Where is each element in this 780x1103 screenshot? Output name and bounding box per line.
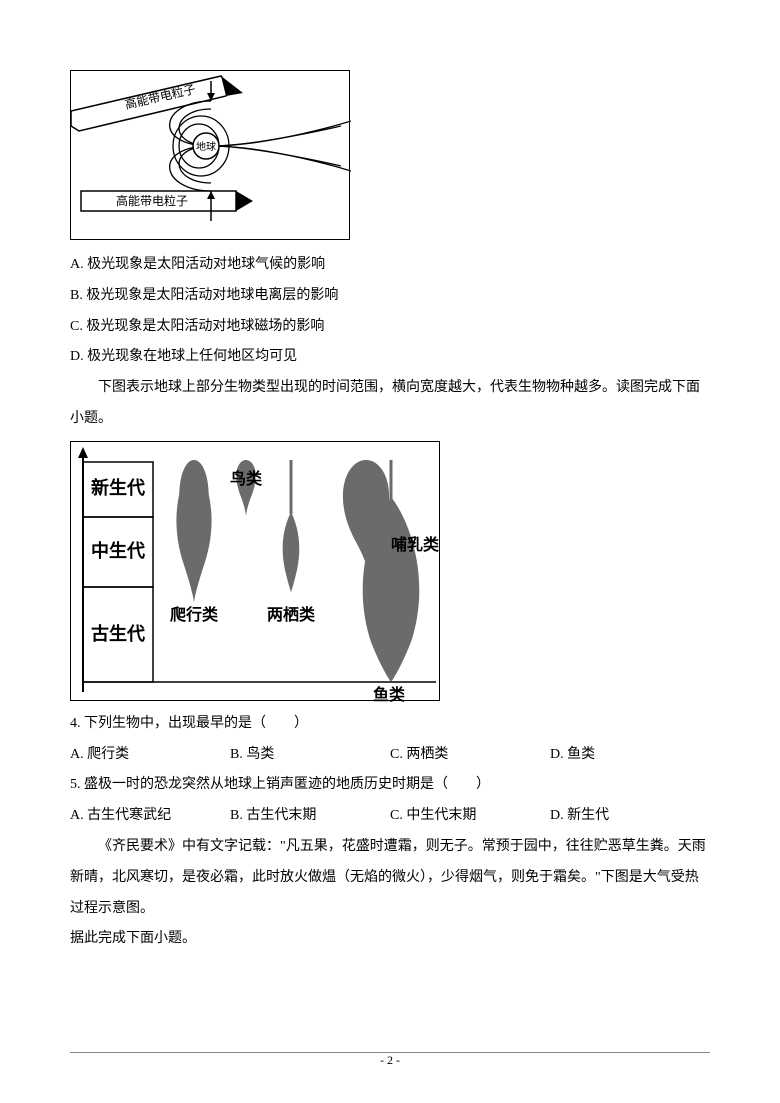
q5-option-d: D. 新生代 xyxy=(550,801,710,832)
q3-option-c: C. 极光现象是太阳活动对地球磁场的影响 xyxy=(70,312,710,343)
figure-biota-timeline: 新生代 中生代 古生代 爬行类 鸟类 两栖类 哺乳类 鱼类 xyxy=(70,441,440,701)
q5-option-b: B. 古生代末期 xyxy=(230,801,390,832)
label-mammal: 哺乳类 xyxy=(391,535,440,554)
era-paleozoic: 古生代 xyxy=(91,623,145,644)
arrow-bottom-label: 高能带电粒子 xyxy=(116,193,188,208)
arrow-top-label: 高能带电粒子 xyxy=(123,81,197,112)
q5-option-a: A. 古生代寒武纪 xyxy=(70,801,230,832)
q3-option-d: D. 极光现象在地球上任何地区均可见 xyxy=(70,342,710,373)
earth-label: 地球 xyxy=(196,140,216,153)
era-cenozoic: 新生代 xyxy=(91,477,145,498)
figure-magnetic-field: 高能带电粒子 高能带电粒子 地球 xyxy=(70,70,350,240)
q3-option-a: A. 极光现象是太阳活动对地球气候的影响 xyxy=(70,250,710,281)
q5-option-c: C. 中生代末期 xyxy=(390,801,550,832)
q4-option-c: C. 两栖类 xyxy=(390,740,550,771)
q3-option-b: B. 极光现象是太阳活动对地球电离层的影响 xyxy=(70,281,710,312)
era-mesozoic: 中生代 xyxy=(91,540,145,561)
page-number: - 2 - xyxy=(0,1047,780,1073)
q4-option-d: D. 鱼类 xyxy=(550,740,710,771)
q5-stem: 5. 盛极一时的恐龙突然从地球上销声匿迹的地质历史时期是（ ） xyxy=(70,770,710,801)
label-amphibian: 两栖类 xyxy=(267,605,316,624)
q4-options: A. 爬行类 B. 鸟类 C. 两栖类 D. 鱼类 xyxy=(70,740,710,771)
arrow-top: 高能带电粒子 xyxy=(71,76,243,131)
q4-option-a: A. 爬行类 xyxy=(70,740,230,771)
q4-option-b: B. 鸟类 xyxy=(230,740,390,771)
shape-bird xyxy=(236,460,255,517)
arrow-bottom: 高能带电粒子 xyxy=(81,191,253,211)
label-bird: 鸟类 xyxy=(230,469,263,488)
intro-qimin-2: 据此完成下面小题。 xyxy=(70,924,710,955)
label-fish: 鱼类 xyxy=(373,685,406,702)
intro-qimin: 《齐民要术》中有文字记载："凡五果，花盛时遭霜，则无子。常预于园中，往往贮恶草生… xyxy=(70,832,710,924)
q5-options: A. 古生代寒武纪 B. 古生代末期 C. 中生代末期 D. 新生代 xyxy=(70,801,710,832)
intro-biota: 下图表示地球上部分生物类型出现的时间范围，横向宽度越大，代表生物物种越多。读图完… xyxy=(70,373,710,435)
label-reptile: 爬行类 xyxy=(169,605,219,624)
q4-stem: 4. 下列生物中，出现最早的是（ ） xyxy=(70,709,710,740)
